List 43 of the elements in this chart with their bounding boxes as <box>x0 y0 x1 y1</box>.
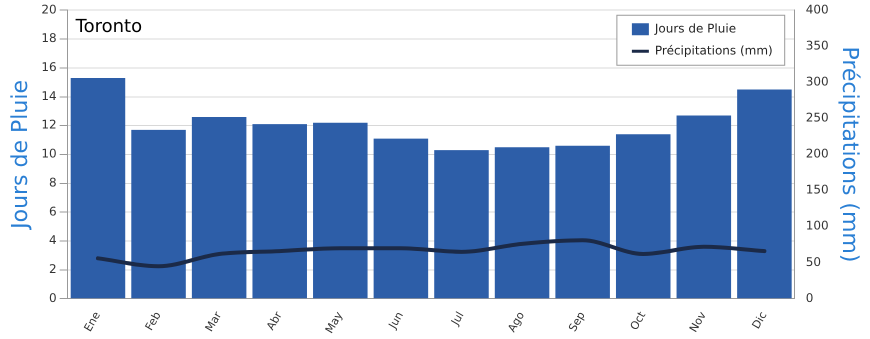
y2-tick-label: 200 <box>806 146 829 161</box>
y-tick-label: 16 <box>41 60 57 74</box>
y2-tick-label: 100 <box>806 218 829 233</box>
bar <box>616 134 670 298</box>
x-tick-label: Oct <box>628 308 649 332</box>
y-tick-label: 12 <box>41 118 57 132</box>
bar <box>434 150 489 298</box>
y2-tick-label: 250 <box>806 110 829 125</box>
bar <box>192 116 246 298</box>
y2-axis-title: Précipitations (mm) <box>837 46 862 262</box>
x-tick-label: Feb <box>142 309 164 333</box>
y-tick-label: 0 <box>49 290 57 305</box>
y-tick-label: 20 <box>41 2 57 16</box>
y-tick-label: 8 <box>49 175 57 190</box>
line-series <box>96 238 766 268</box>
y-tick-label: 10 <box>41 146 57 161</box>
bar <box>494 147 550 298</box>
y-tick-label: 4 <box>49 233 57 248</box>
bar <box>70 78 126 298</box>
y2-tick-label: 50 <box>806 254 821 269</box>
y2-tick-label: 0 <box>806 290 814 305</box>
x-tick-label: Dic <box>749 309 770 332</box>
bar <box>252 124 307 298</box>
y-tick-label: 6 <box>49 204 57 218</box>
legend-label: Jours de Pluie <box>654 21 736 36</box>
y-tick-label: 14 <box>41 88 57 103</box>
bar <box>374 138 428 298</box>
bar <box>676 116 732 298</box>
x-tick-label: Jun <box>386 309 406 332</box>
y2-tick-label: 300 <box>806 74 829 88</box>
legend-label: Précipitations (mm) <box>654 43 773 58</box>
chart-title: Toronto <box>74 16 142 37</box>
y2-tick-label: 350 <box>806 38 829 52</box>
bar <box>555 146 610 298</box>
y-tick-label: 18 <box>41 31 57 46</box>
bar <box>131 130 186 298</box>
bar <box>313 122 368 298</box>
y-tick-label: 2 <box>49 262 57 276</box>
y2-tick-label: 400 <box>806 2 829 16</box>
bar <box>737 90 792 298</box>
y-axis-title: Jours de Pluie <box>8 80 33 231</box>
x-tick-label: Jul <box>448 309 467 328</box>
y2-tick-label: 150 <box>806 182 829 197</box>
